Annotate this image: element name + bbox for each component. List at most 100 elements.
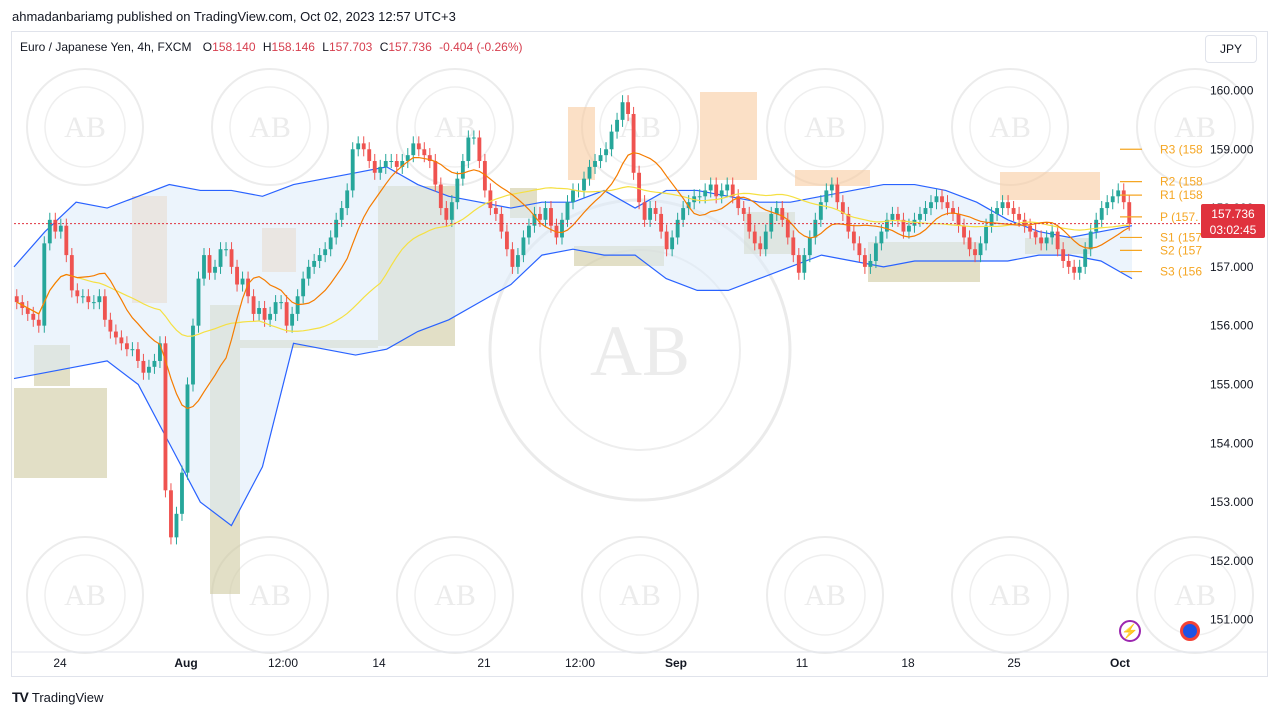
candle-body: [53, 219, 58, 232]
change-value: -0.404 (-0.26%): [439, 40, 523, 54]
candle-body: [890, 213, 895, 220]
candle-body: [367, 149, 372, 162]
candle-body: [389, 161, 394, 163]
candle-body: [444, 208, 449, 220]
candle-body: [791, 237, 796, 256]
x-tick-label: Sep: [665, 656, 687, 670]
candle-body: [719, 190, 724, 197]
candle-body: [427, 155, 432, 162]
candle-body: [543, 208, 548, 220]
candle-body: [471, 137, 476, 139]
candle-body: [1044, 237, 1049, 244]
watermark-ring: [26, 68, 144, 186]
candle-body: [582, 178, 586, 191]
candle-body: [97, 296, 102, 303]
candle-body: [312, 260, 317, 267]
pivot-label: R1 (158: [1160, 188, 1203, 202]
tradingview-brand[interactable]: TV TradingView: [12, 689, 103, 705]
symbol-title[interactable]: Euro / Japanese Yen, 4h, FXCM: [20, 40, 192, 54]
watermark-logo: AB: [989, 111, 1031, 144]
high-value: 158.146: [271, 40, 315, 54]
candle-body: [670, 237, 675, 250]
candle-body: [736, 196, 741, 209]
candle-body: [923, 208, 928, 214]
candle-body: [433, 161, 438, 185]
candle-body: [1028, 225, 1033, 232]
candle-body: [334, 219, 339, 238]
y-tick-label: 156.000: [1210, 319, 1254, 333]
candle-body: [967, 237, 972, 250]
candle-body: [945, 202, 950, 209]
candle-body: [549, 208, 553, 226]
tradingview-logo-icon: TV: [12, 689, 29, 705]
zone-orange: [795, 170, 870, 186]
candle-body: [901, 219, 906, 232]
candle-body: [929, 202, 933, 209]
candle-body: [703, 190, 708, 197]
candle-body: [477, 137, 482, 162]
candle-body: [1094, 219, 1099, 232]
pivot-label: S1 (157: [1160, 230, 1202, 244]
candle-body: [163, 343, 168, 491]
candle-body: [290, 313, 295, 326]
candle-body: [840, 202, 845, 214]
candle-body: [174, 513, 179, 538]
y-tick-label: 160.000: [1210, 83, 1254, 97]
moving-average-orange: [16, 152, 1130, 410]
watermark-ring-inner: [599, 86, 681, 168]
watermark-ring: [211, 68, 329, 186]
y-tick-label: 152.000: [1210, 554, 1254, 568]
candle-body: [659, 213, 664, 232]
watermark-ring-inner: [784, 86, 866, 168]
lightning-icon[interactable]: ⚡: [1119, 620, 1141, 642]
candle-body: [482, 161, 487, 191]
candle-body: [185, 384, 190, 473]
candle-body: [378, 166, 383, 173]
candle-body: [934, 196, 939, 203]
candle-body: [31, 313, 36, 320]
ohlc-legend: Euro / Japanese Yen, 4h, FXCM O158.140 H…: [20, 40, 526, 54]
last-price-tag: 157.736 03:02:45: [1201, 204, 1265, 238]
watermark-ring: [1136, 536, 1254, 654]
candle-body: [246, 278, 250, 297]
candle-body: [207, 255, 212, 273]
candle-body: [515, 255, 520, 267]
candle-body: [995, 208, 999, 214]
candle-body: [36, 319, 41, 326]
candle-body: [383, 161, 388, 167]
candle-body: [499, 213, 504, 232]
candle-body: [416, 143, 421, 150]
watermark-ring-inner: [784, 554, 866, 636]
candle-body: [273, 302, 278, 314]
candle-body: [284, 302, 289, 326]
watermark-ring-inner: [44, 554, 126, 636]
candle-body: [681, 208, 686, 220]
open-label: O: [202, 40, 213, 54]
x-tick-label: 12:00: [565, 656, 595, 670]
globe-icon[interactable]: [1180, 621, 1200, 641]
candle-body: [108, 319, 113, 332]
candle-body: [400, 161, 405, 167]
candle-body: [571, 190, 575, 203]
currency-button[interactable]: JPY: [1205, 35, 1257, 63]
candle-body: [1077, 266, 1082, 273]
candle-body: [1110, 196, 1115, 203]
candle-body: [951, 208, 955, 214]
candle-body: [565, 202, 570, 220]
low-label: L: [322, 40, 329, 54]
candle-body: [113, 331, 118, 338]
candle-body: [306, 266, 311, 279]
candle-body: [587, 166, 592, 179]
candle-body: [1127, 202, 1132, 224]
candle-body: [279, 302, 284, 304]
candle-body: [725, 184, 730, 191]
watermark-ring: [26, 536, 144, 654]
candle-body: [75, 290, 80, 297]
candle-body: [813, 219, 818, 238]
watermark-logo: AB: [619, 111, 661, 144]
candle-body: [356, 143, 361, 150]
candle-body: [538, 213, 542, 220]
candle-body: [1099, 208, 1104, 220]
candle-body: [130, 349, 135, 351]
